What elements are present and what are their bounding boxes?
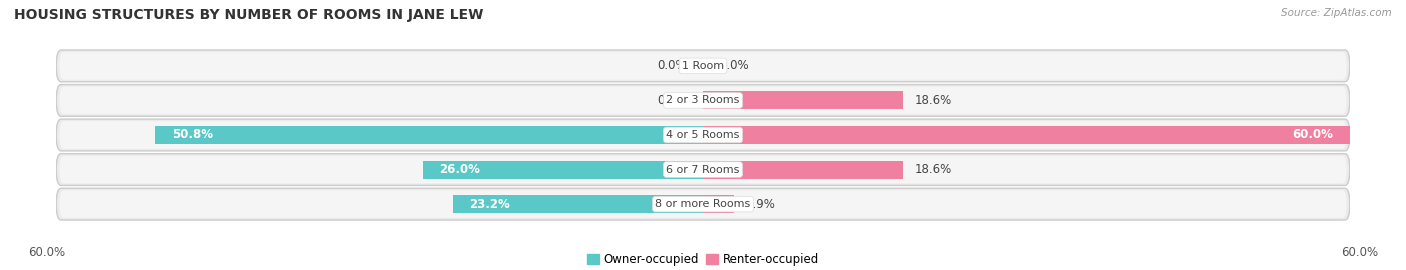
Text: 4 or 5 Rooms: 4 or 5 Rooms [666,130,740,140]
Bar [703,126,1350,144]
Text: 0.0%: 0.0% [657,59,688,72]
Legend: Owner-occupied, Renter-occupied: Owner-occupied, Renter-occupied [582,248,824,270]
Bar [423,161,703,178]
Bar [156,126,703,144]
FancyBboxPatch shape [56,154,1350,185]
Text: 50.8%: 50.8% [172,129,212,141]
FancyBboxPatch shape [56,85,1350,116]
Text: 0.0%: 0.0% [657,94,688,107]
Text: 26.0%: 26.0% [439,163,479,176]
Bar [703,92,904,109]
FancyBboxPatch shape [56,119,1350,151]
Text: 6 or 7 Rooms: 6 or 7 Rooms [666,164,740,175]
Bar [703,195,734,213]
Text: 0.0%: 0.0% [720,59,749,72]
FancyBboxPatch shape [56,188,1350,220]
FancyBboxPatch shape [59,156,1347,183]
FancyBboxPatch shape [59,52,1347,80]
Text: 8 or more Rooms: 8 or more Rooms [655,199,751,209]
Text: HOUSING STRUCTURES BY NUMBER OF ROOMS IN JANE LEW: HOUSING STRUCTURES BY NUMBER OF ROOMS IN… [14,8,484,22]
Text: 18.6%: 18.6% [914,163,952,176]
Text: 23.2%: 23.2% [470,198,510,211]
Text: 60.0%: 60.0% [1341,246,1378,259]
Text: 1 Room: 1 Room [682,61,724,71]
Bar [703,161,904,178]
Text: Source: ZipAtlas.com: Source: ZipAtlas.com [1281,8,1392,18]
FancyBboxPatch shape [59,121,1347,149]
Text: 2.9%: 2.9% [745,198,775,211]
Text: 60.0%: 60.0% [28,246,65,259]
Text: 2 or 3 Rooms: 2 or 3 Rooms [666,95,740,106]
Bar [453,195,703,213]
FancyBboxPatch shape [56,50,1350,82]
Text: 18.6%: 18.6% [914,94,952,107]
FancyBboxPatch shape [59,190,1347,218]
FancyBboxPatch shape [59,87,1347,114]
Text: 60.0%: 60.0% [1292,129,1333,141]
